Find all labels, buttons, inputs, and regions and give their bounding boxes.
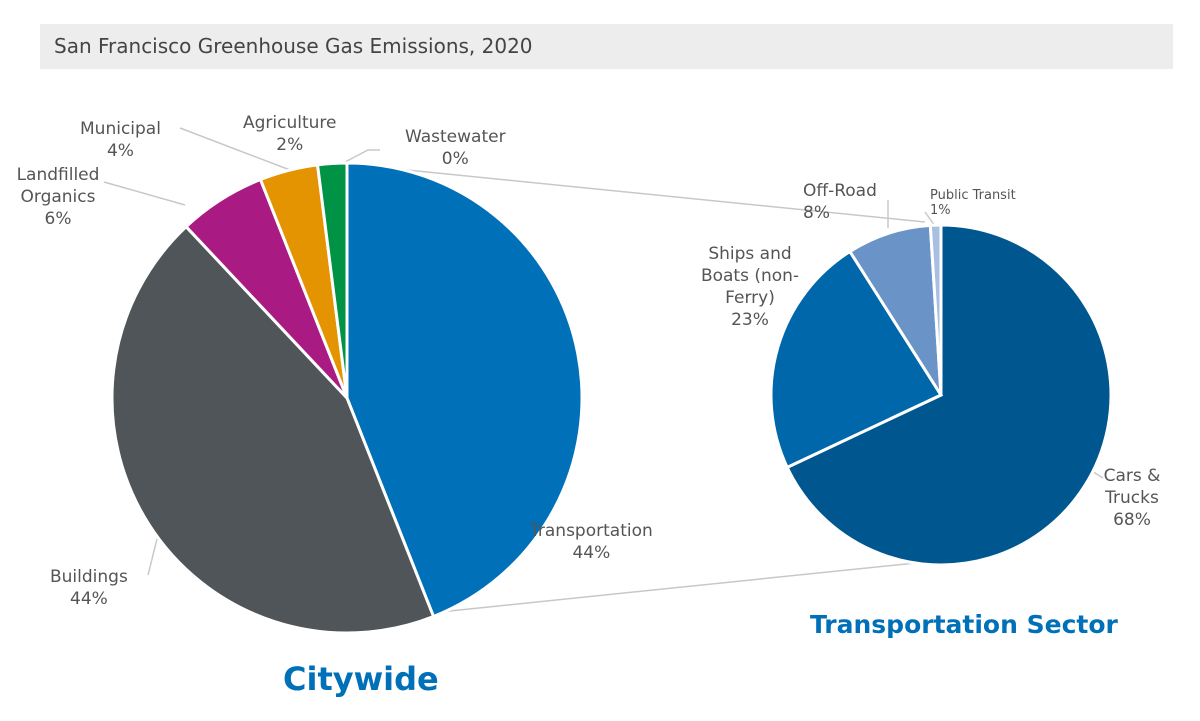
zoom-connector-top bbox=[346, 163, 926, 223]
leader-public-transit bbox=[924, 211, 936, 227]
pie-slice-buildings bbox=[110, 224, 436, 635]
transportation-pie bbox=[769, 223, 1113, 567]
chart-title: San Francisco Greenhouse Gas Emissions, … bbox=[54, 34, 533, 58]
pie-slice-cars-trucks bbox=[785, 223, 1113, 567]
label-buildings: Buildings 44% bbox=[50, 567, 128, 609]
citywide-heading: Citywide bbox=[283, 660, 439, 698]
label-public-transit: Public Transit 1% bbox=[930, 188, 1016, 218]
leader-wastewater bbox=[344, 149, 380, 163]
label-municipal: Municipal 4% bbox=[80, 119, 161, 161]
label-agriculture: Agriculture 2% bbox=[243, 113, 337, 155]
label-cars-trucks: Cars & Trucks 68% bbox=[1103, 466, 1161, 530]
zoom-connector-bottom bbox=[439, 561, 926, 613]
label-ships-boats: Ships and Boats (non-Ferry) 23% bbox=[700, 244, 800, 330]
label-transportation: Transportation 44% bbox=[530, 521, 653, 563]
pie-slice-public-transit bbox=[928, 223, 943, 396]
label-wastewater: Wastewater 0% bbox=[405, 127, 506, 169]
pie-slice-agriculture bbox=[315, 161, 349, 399]
citywide-pie bbox=[110, 161, 584, 635]
leader-buildings bbox=[147, 534, 159, 576]
connector-lines bbox=[103, 127, 1104, 613]
label-landfilled-organics: Landfilled Organics 6% bbox=[16, 165, 100, 229]
title-bar: San Francisco Greenhouse Gas Emissions, … bbox=[40, 24, 1173, 69]
label-off-road: Off-Road 8% bbox=[803, 181, 877, 223]
leader-municipal bbox=[179, 127, 291, 171]
pie-slice-transportation bbox=[345, 161, 584, 619]
leader-landfilled bbox=[103, 181, 186, 206]
transportation-sector-heading: Transportation Sector bbox=[810, 610, 1118, 639]
pie-slice-ships-and-boats-non-ferry bbox=[769, 249, 944, 470]
